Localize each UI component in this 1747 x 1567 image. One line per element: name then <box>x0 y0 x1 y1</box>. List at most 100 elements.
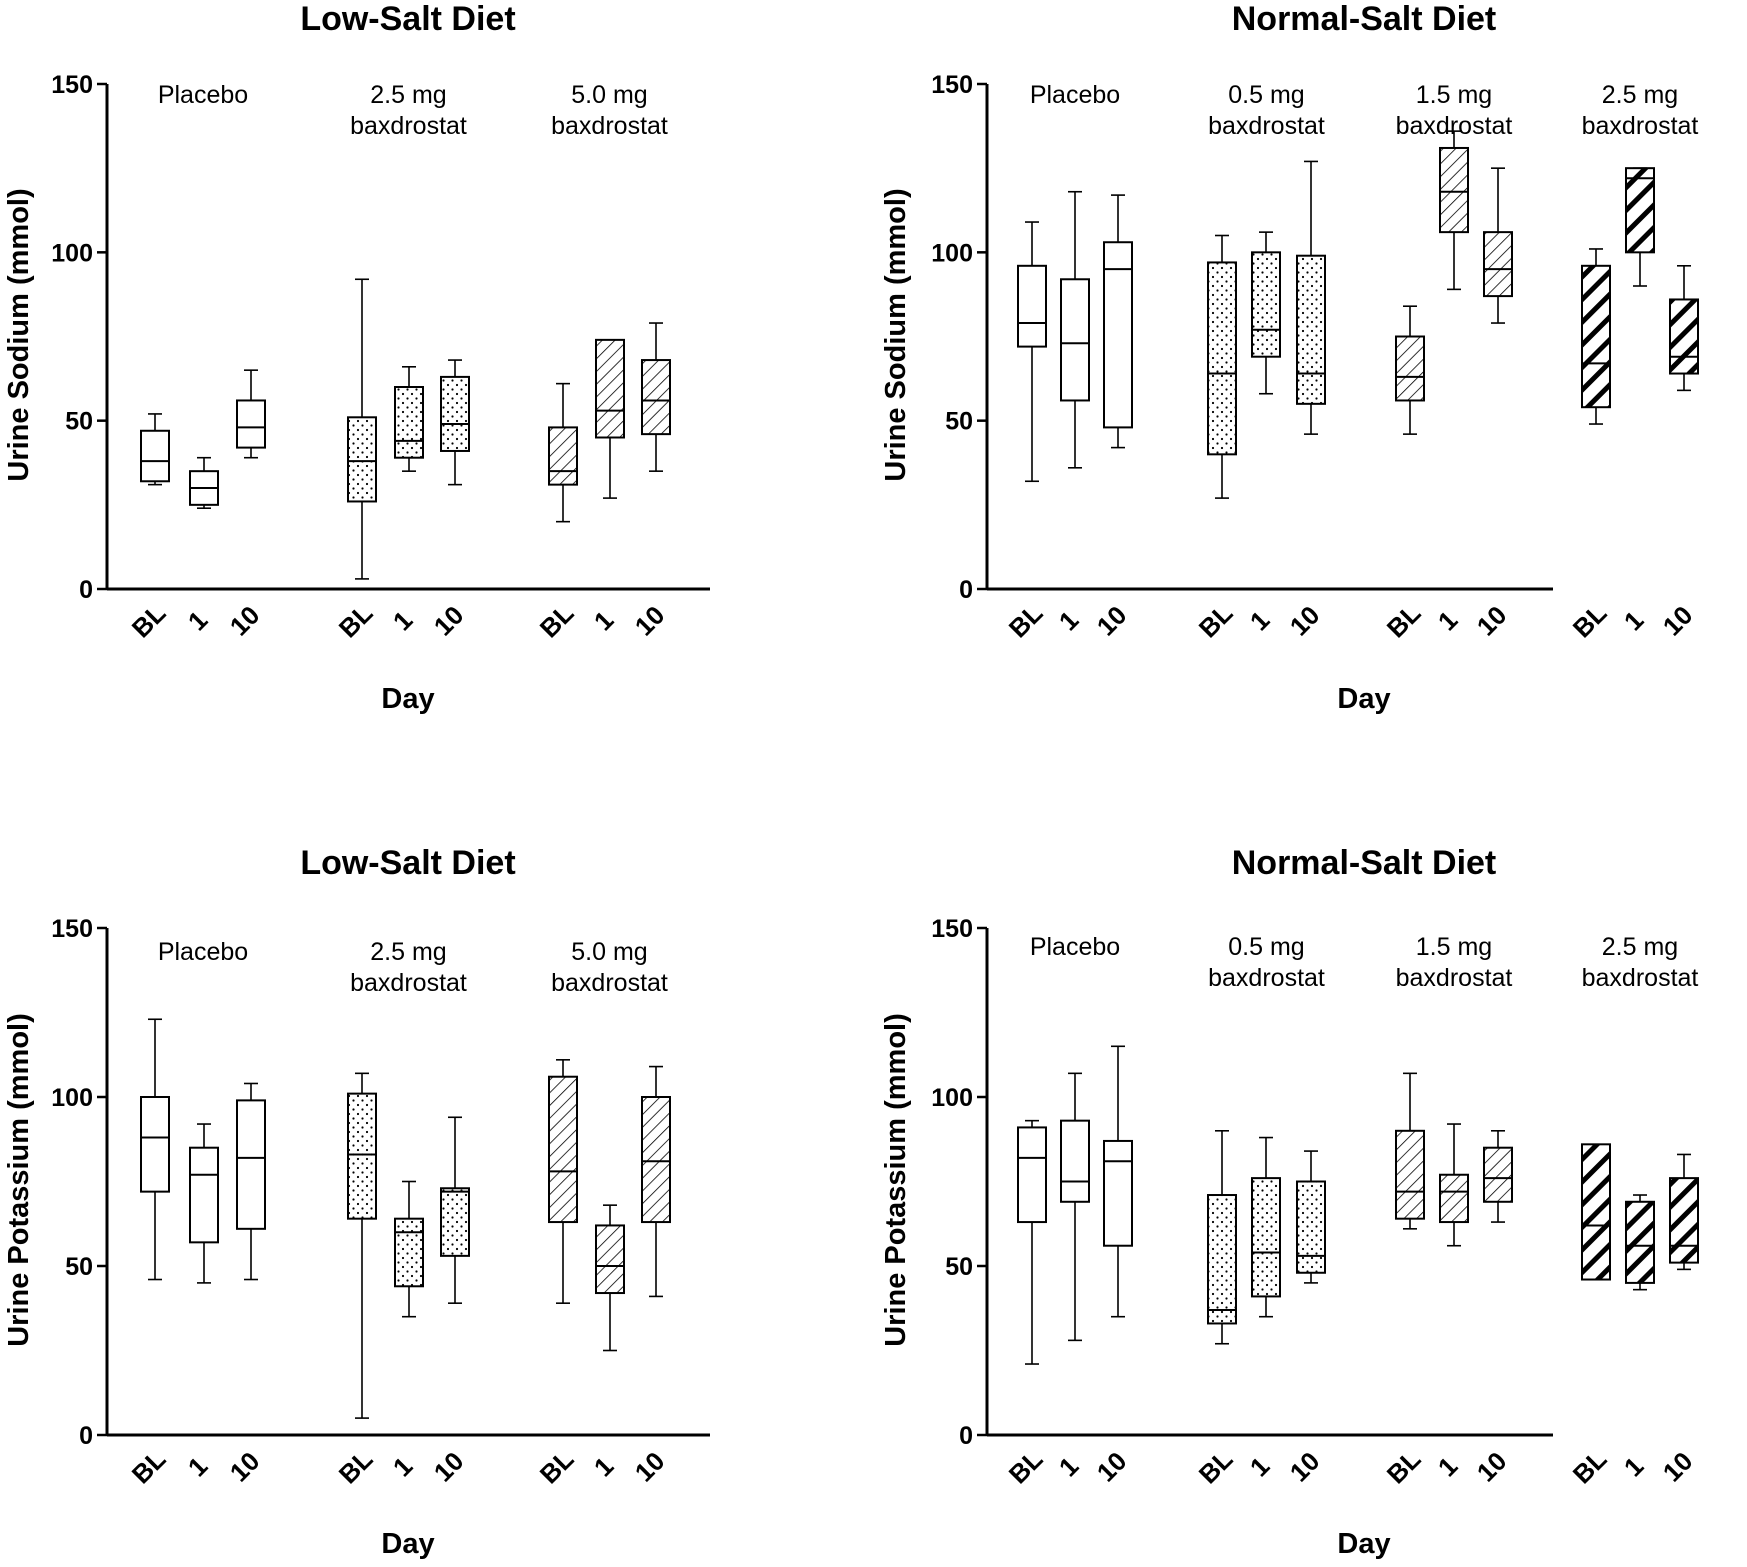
y-tick-label: 50 <box>65 1253 93 1281</box>
box-iqr <box>1395 1129 1425 1220</box>
box-iqr <box>595 338 625 439</box>
x-tick-label: BL <box>1193 1444 1239 1490</box>
x-tick-label: 10 <box>629 600 671 642</box>
box-iqr <box>1581 264 1611 409</box>
x-tick-label: 10 <box>1657 1446 1699 1488</box>
box-iqr <box>1017 1126 1047 1224</box>
y-axis-label: Urine Potassium (mmol) <box>3 1013 35 1347</box>
x-tick-label: BL <box>1003 1444 1049 1490</box>
chart-normal-salt-sodium: Normal-Salt Diet Urine Sodium (mmol) Day… <box>880 0 1699 715</box>
box-iqr <box>440 1187 470 1257</box>
y-tick-label: 100 <box>51 1084 93 1112</box>
x-tick-label: 1 <box>1618 1451 1649 1482</box>
chart-low-salt-sodium: Low-Salt Diet Urine Sodium (mmol) Day 0 5… <box>3 0 710 715</box>
x-tick-label: 10 <box>224 1446 266 1488</box>
group-label-line: 1.5 mg <box>1416 933 1492 961</box>
box-iqr <box>1439 1173 1469 1224</box>
group-label-line: baxdrostat <box>350 112 467 140</box>
box-iqr <box>641 359 671 436</box>
x-tick-label: 1 <box>588 605 619 636</box>
box-iqr <box>347 416 377 503</box>
chart-title: Normal-Salt Diet <box>1232 0 1497 38</box>
group-label-line: Placebo <box>158 81 248 109</box>
x-tick-label: 10 <box>1284 1446 1326 1488</box>
x-tick-label: 10 <box>1091 600 1133 642</box>
box-iqr <box>1296 254 1326 405</box>
box-iqr <box>548 1075 578 1224</box>
box-iqr <box>1625 167 1655 254</box>
box-iqr <box>1103 241 1133 429</box>
x-tick-label: BL <box>1567 1444 1613 1490</box>
box-iqr <box>1207 1194 1237 1325</box>
y-tick-label: 50 <box>945 1253 973 1281</box>
group-label-line: baxdrostat <box>1582 112 1699 140</box>
x-tick-label: 1 <box>182 605 213 636</box>
box-iqr <box>1103 1139 1133 1247</box>
y-tick-label: 150 <box>51 915 93 943</box>
chart-low-salt-potassium: Low-Salt Diet Urine Potassium (mmol) Day… <box>3 844 710 1560</box>
box-iqr <box>641 1096 671 1224</box>
x-tick-label: 10 <box>224 600 266 642</box>
y-tick-label: 150 <box>51 71 93 99</box>
y-tick-label: 50 <box>65 408 93 436</box>
group-label-line: Placebo <box>1030 933 1120 961</box>
group-label-line: 5.0 mg <box>571 938 647 966</box>
group-label: 2.5 mg baxdrostat <box>350 81 467 140</box>
x-tick-label: BL <box>1193 598 1239 644</box>
group-label: 2.5 mg baxdrostat <box>1582 933 1699 992</box>
x-tick-label: 1 <box>182 1451 213 1482</box>
group-label-line: 2.5 mg <box>370 81 446 109</box>
y-tick-label: 150 <box>931 915 973 943</box>
box-iqr <box>548 426 578 486</box>
box-iqr <box>1207 261 1237 456</box>
group-label: 0.5 mg baxdrostat <box>1208 81 1325 140</box>
x-tick-label: 10 <box>1471 600 1513 642</box>
x-tick-label: BL <box>126 598 172 644</box>
chart-title: Low-Salt Diet <box>300 0 515 38</box>
x-tick-label: BL <box>1003 598 1049 644</box>
group-label: 2.5 mg baxdrostat <box>350 938 467 997</box>
group-label-line: 0.5 mg <box>1228 933 1304 961</box>
box-iqr <box>1439 146 1469 234</box>
group-label: Placebo <box>1030 81 1120 109</box>
box-iqr <box>1395 335 1425 402</box>
group-label-line: baxdrostat <box>1396 964 1513 992</box>
group-label-line: baxdrostat <box>551 112 668 140</box>
box-iqr <box>1581 1143 1611 1281</box>
group-label-line: baxdrostat <box>551 969 668 997</box>
chart-title: Low-Salt Diet <box>300 844 515 882</box>
box-iqr <box>394 1217 424 1288</box>
group-label: 1.5 mg baxdrostat <box>1396 81 1513 140</box>
x-tick-label: BL <box>1567 598 1613 644</box>
y-tick-label: 100 <box>931 239 973 267</box>
x-axis-label: Day <box>1337 683 1390 715</box>
box-iqr <box>440 375 470 452</box>
x-tick-label: 1 <box>1244 605 1275 636</box>
group-label: Placebo <box>158 938 248 966</box>
group-label: 1.5 mg baxdrostat <box>1396 933 1513 992</box>
group-label: 2.5 mg baxdrostat <box>1582 81 1699 140</box>
x-tick-label: 10 <box>629 1446 671 1488</box>
box-iqr <box>140 429 170 483</box>
chart-title: Normal-Salt Diet <box>1232 844 1497 882</box>
x-axis-label: Day <box>381 1528 434 1560</box>
x-tick-label: 1 <box>1244 1451 1275 1482</box>
x-tick-label: BL <box>333 598 379 644</box>
group-label-line: Placebo <box>158 938 248 966</box>
x-tick-label: 10 <box>428 1446 470 1488</box>
y-tick-label: 0 <box>959 576 973 604</box>
x-tick-label: BL <box>534 1444 580 1490</box>
x-tick-label: 1 <box>1432 605 1463 636</box>
box-iqr <box>140 1096 170 1193</box>
box-iqr <box>1017 264 1047 348</box>
y-tick-label: 0 <box>79 576 93 604</box>
box-iqr <box>189 1146 219 1244</box>
group-label-line: 1.5 mg <box>1416 81 1492 109</box>
box-iqr <box>1296 1180 1326 1274</box>
x-tick-label: 1 <box>1432 1451 1463 1482</box>
box-iqr <box>1669 1177 1699 1264</box>
group-label-line: baxdrostat <box>1208 112 1325 140</box>
group-label-line: baxdrostat <box>1582 964 1699 992</box>
x-tick-label: 1 <box>1618 605 1649 636</box>
group-label-line: baxdrostat <box>350 969 467 997</box>
